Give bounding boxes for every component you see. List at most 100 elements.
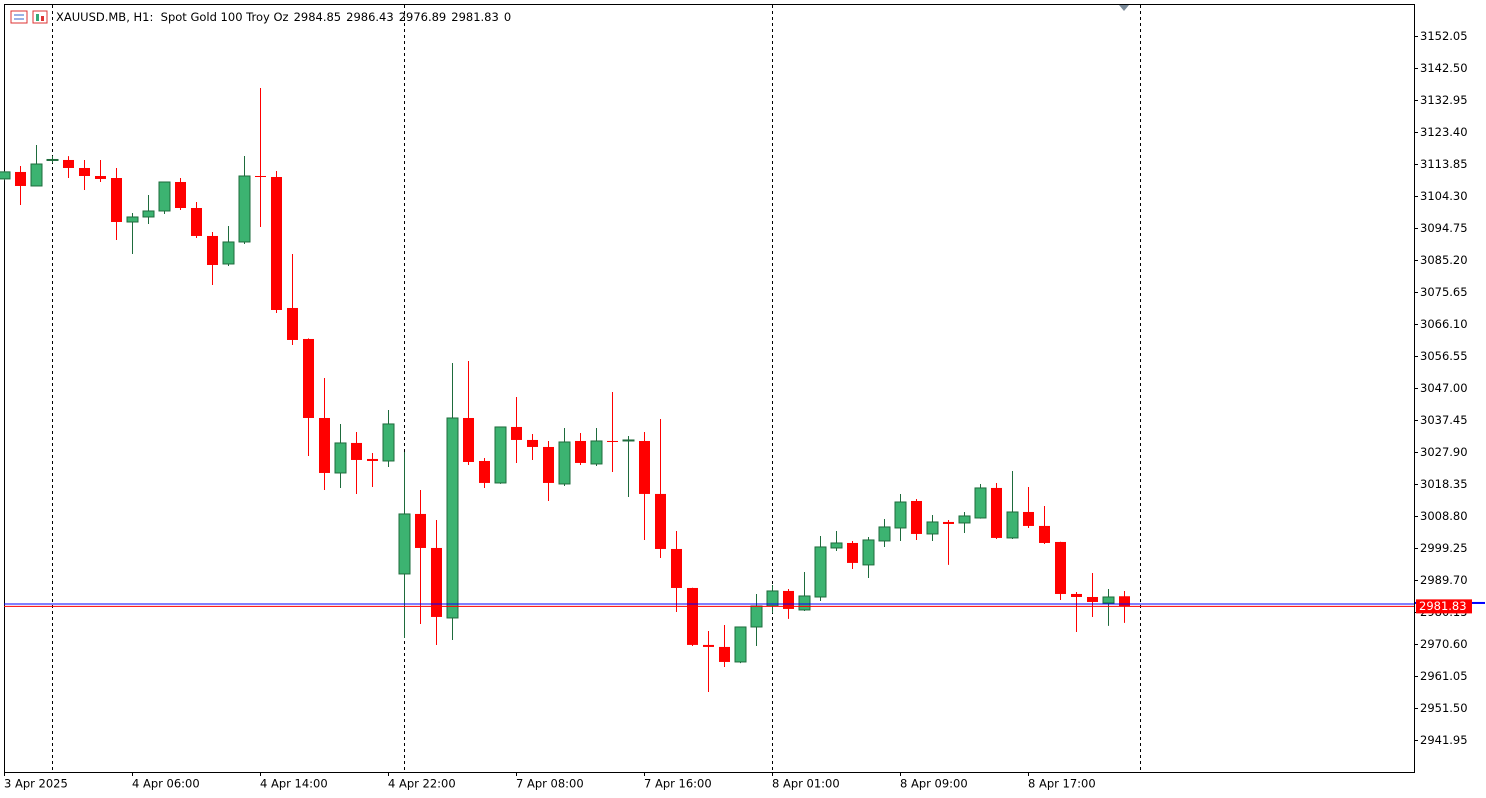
candle-body [847,542,858,563]
candle-body [783,590,794,609]
candle-body [798,595,811,611]
x-tick-label: 7 Apr 16:00 [644,777,712,791]
candle-body [1006,511,1019,539]
candle-body [1039,525,1050,543]
candle-body [622,439,635,442]
shift-marker[interactable] [1119,5,1129,11]
plot-frame [4,4,1415,773]
candle-body [494,426,507,484]
candle-body [575,440,586,463]
candle-body [287,307,298,340]
candle-body [750,605,763,628]
candle-body [142,210,155,218]
close-value: 2981.83 [451,10,499,24]
x-tick-label: 4 Apr 06:00 [132,777,200,791]
candle-body [415,513,426,548]
x-tick-label: 7 Apr 08:00 [516,777,584,791]
y-tick-label: 2989.70 [1420,573,1468,587]
candle-body [95,175,106,179]
candle-body [63,159,74,168]
price-label: 2981.83 [1419,599,1467,613]
candle-body [894,501,907,529]
chart-header: XAUUSD.MB, H1: Spot Gold 100 Troy Oz 298… [10,10,516,24]
candle-body [1102,596,1115,604]
candle-body [367,458,378,461]
candle-body [590,440,603,465]
y-tick-label: 3018.35 [1420,477,1468,491]
candle-body [719,646,730,662]
candle-body [1119,596,1130,607]
y-tick-label: 2970.60 [1420,637,1468,651]
candle-body [0,171,11,180]
candle-body [30,163,43,187]
y-tick-label: 3085.20 [1420,253,1468,267]
x-tick-label: 4 Apr 14:00 [260,777,328,791]
y-tick-label: 3123.40 [1420,125,1468,139]
candle-body [382,423,395,462]
candle-body [943,521,954,524]
x-tick-label: 8 Apr 17:00 [1028,777,1096,791]
candle-body [463,417,474,462]
candle-body [1071,593,1082,597]
candle-body [687,587,698,645]
y-tick-label: 3056.55 [1420,349,1468,363]
candle-body [175,181,186,208]
y-tick-label: 2941.95 [1420,733,1468,747]
candle-body [1055,541,1066,594]
symbol: XAUUSD.MB, H1: Spot Gold 100 Troy Oz [56,10,289,24]
open-value: 2984.85 [293,10,342,24]
candle-body [991,487,1002,538]
high-value: 2986.43 [346,10,394,24]
candle-body [334,442,347,474]
candle-body [639,440,650,494]
candle-body [543,446,554,483]
icon-bar [36,14,39,21]
y-tick-label: 3066.10 [1420,317,1468,331]
candle-body [926,521,939,535]
y-tick-label: 3037.45 [1420,413,1468,427]
candle-body [319,417,330,473]
candle-body [431,547,442,617]
candle-body [303,338,314,418]
candle-body [862,539,875,566]
candle-body [878,526,891,542]
y-tick-label: 2999.25 [1420,541,1468,555]
candle-body [207,235,218,265]
icon[interactable] [32,10,48,24]
candle-body [46,158,59,161]
candle-body [398,513,411,575]
low-value: 2976.89 [398,10,447,24]
candle-body [222,241,235,265]
candle-body [527,439,538,447]
candle-body [271,177,282,310]
candle-body [814,546,827,598]
candle-body [158,181,171,212]
y-tick-label: 3047.00 [1420,381,1468,395]
y-tick-label: 3142.50 [1420,61,1468,75]
candle-body [479,460,490,483]
icon[interactable] [10,10,28,24]
candle-body [79,167,90,176]
candle-body [974,487,987,519]
candle-body [111,178,122,223]
candle-body [830,542,843,549]
candle-body [671,548,682,588]
header-icons [10,10,48,24]
y-tick-label: 2961.05 [1420,669,1468,683]
y-tick-label: 3094.75 [1420,221,1468,235]
candle-body [238,175,251,243]
icon-bar [41,16,44,21]
y-tick-label: 3132.95 [1420,93,1468,107]
x-tick-label: 8 Apr 09:00 [900,777,968,791]
candle-body [191,207,202,236]
candle-body [446,417,459,619]
y-tick-label: 3075.65 [1420,285,1468,299]
y-tick-label: 3104.30 [1420,189,1468,203]
candle-body [255,175,266,178]
y-tick-label: 3113.85 [1420,157,1468,171]
candle-body [958,515,971,524]
x-tick-label: 8 Apr 01:00 [772,777,840,791]
y-tick-label: 3008.80 [1420,509,1468,523]
